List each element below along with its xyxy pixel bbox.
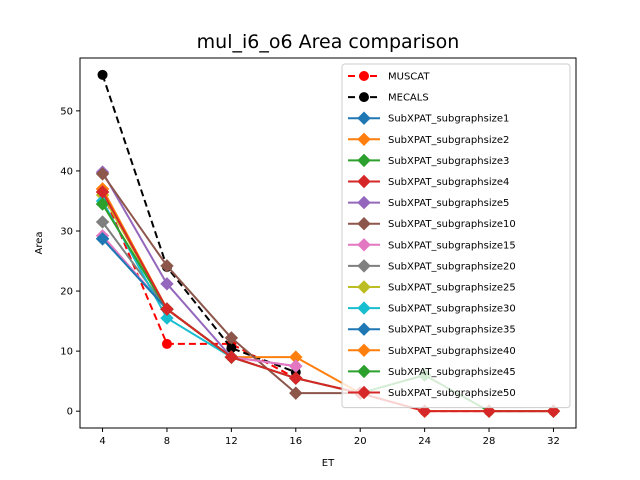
data-point-marker	[482, 404, 496, 418]
legend-label: SubXPAT_subgraphsize25	[388, 283, 516, 294]
data-point-marker	[95, 185, 110, 199]
x-tick-label: 8	[164, 436, 170, 447]
legend-item: SubXPAT_subgraphsize35	[348, 322, 516, 336]
legend-item: MUSCAT	[348, 71, 430, 83]
legend-label: SubXPAT_subgraphsize50	[388, 388, 516, 399]
data-point-marker	[224, 350, 239, 364]
data-point-marker	[357, 216, 371, 231]
legend-label: SubXPAT_subgraphsize4	[388, 177, 509, 188]
data-point-marker	[357, 343, 371, 358]
data-point-marker	[357, 364, 371, 379]
y-tick-label: 50	[60, 106, 73, 117]
data-point-marker	[95, 215, 110, 229]
data-point-marker	[160, 311, 174, 325]
series-line	[101, 191, 554, 413]
data-point-marker	[357, 132, 371, 147]
y-tick-label: 40	[60, 166, 73, 177]
legend-item: SubXPAT_subgraphsize10	[348, 216, 516, 231]
legend-label: SubXPAT_subgraphsize45	[388, 367, 516, 378]
data-point-marker	[357, 259, 371, 273]
data-point-marker	[95, 232, 110, 246]
x-tick-label: 28	[483, 436, 496, 447]
legend-label: SubXPAT_subgraphsize30	[388, 304, 516, 315]
data-point-marker	[357, 153, 371, 168]
data-point-marker	[357, 238, 371, 252]
legend-item: SubXPAT_subgraphsize40	[348, 343, 516, 358]
data-point-marker	[359, 71, 369, 81]
legend-item: SubXPAT_subgraphsize1	[348, 111, 509, 125]
legend-label: MUSCAT	[388, 72, 430, 83]
y-tick-label: 10	[60, 347, 73, 358]
legend-item: SubXPAT_subgraphsize20	[348, 259, 516, 273]
x-tick-label: 16	[289, 436, 302, 447]
data-point-marker	[357, 280, 371, 294]
legend-item: SubXPAT_subgraphsize50	[348, 385, 516, 400]
data-point-marker	[224, 331, 239, 345]
data-point-marker	[161, 338, 172, 349]
data-point-marker	[95, 197, 110, 211]
data-point-marker	[357, 322, 371, 336]
legend-item: SubXPAT_subgraphsize4	[348, 174, 509, 189]
data-point-marker	[160, 259, 174, 273]
data-point-marker	[359, 92, 369, 103]
data-point-marker	[357, 385, 371, 400]
data-point-marker	[357, 111, 371, 125]
legend-label: SubXPAT_subgraphsize20	[388, 261, 516, 272]
legend-label: SubXPAT_subgraphsize10	[388, 219, 516, 230]
legend-item: SubXPAT_subgraphsize45	[348, 364, 516, 379]
x-axis-label: ET	[322, 458, 335, 469]
data-point-marker	[357, 301, 371, 315]
legend-label: SubXPAT_subgraphsize5	[388, 198, 509, 209]
legend-item: SubXPAT_subgraphsize30	[348, 301, 516, 315]
data-point-marker	[357, 195, 371, 210]
data-point-marker	[357, 174, 371, 189]
legend-box	[341, 63, 571, 409]
y-axis: 0 10 20 30 40 50	[60, 106, 80, 418]
data-point-marker	[546, 404, 561, 418]
legend-label: SubXPAT_subgraphsize15	[388, 240, 516, 251]
legend-label: SubXPAT_subgraphsize40	[388, 346, 516, 357]
legend-item: SubXPAT_subgraphsize3	[348, 153, 509, 168]
x-tick-label: 20	[354, 436, 367, 447]
data-point-marker	[97, 69, 108, 80]
data-point-marker	[160, 302, 174, 316]
legend-label: SubXPAT_subgraphsize1	[388, 114, 509, 125]
series-line	[101, 74, 297, 374]
legend-label: SubXPAT_subgraphsize2	[388, 135, 509, 146]
legend-item: SubXPAT_subgraphsize5	[348, 195, 509, 210]
legend-item: MECALS	[348, 92, 429, 104]
data-point-marker	[160, 277, 174, 291]
legend: MUSCAT MECALS SubXPAT_subgraphsize1 SubXPAT…	[341, 63, 571, 409]
x-tick-label: 32	[547, 436, 560, 447]
data-point-marker	[289, 371, 303, 385]
legend-item: SubXPAT_subgraphsize2	[348, 132, 509, 147]
legend-label: SubXPAT_subgraphsize3	[388, 156, 509, 167]
y-tick-label: 20	[60, 287, 73, 298]
legend-item: SubXPAT_subgraphsize15	[348, 238, 516, 252]
x-tick-label: 4	[99, 436, 105, 447]
x-tick-label: 24	[418, 436, 431, 447]
y-tick-label: 0	[67, 407, 73, 418]
legend-item: SubXPAT_subgraphsize25	[348, 280, 516, 294]
chart-title: mul_i6_o6 Area comparison	[197, 31, 460, 53]
y-tick-label: 30	[60, 226, 73, 237]
data-point-marker	[289, 386, 303, 400]
y-axis-label: Area	[34, 231, 45, 254]
x-axis: 4 8 12 16 20 24 28 32	[99, 428, 560, 447]
legend-label: MECALS	[388, 93, 429, 104]
data-point-marker	[417, 404, 432, 418]
x-tick-label: 12	[225, 436, 238, 447]
data-point-marker	[95, 167, 110, 181]
legend-label: SubXPAT_subgraphsize35	[388, 325, 516, 336]
